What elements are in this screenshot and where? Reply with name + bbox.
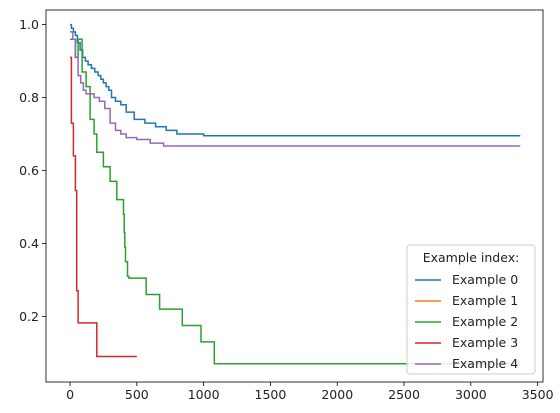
legend-label-example-3: Example 3 <box>452 335 518 350</box>
x-tick-label: 3000 <box>455 387 487 402</box>
y-tick-label: 1.0 <box>19 17 39 32</box>
x-tick-label: 0 <box>66 387 74 402</box>
x-tick-label: 1500 <box>255 387 287 402</box>
y-tick-label: 0.8 <box>19 90 39 105</box>
series-line-example-3 <box>70 56 137 358</box>
y-tick-label: 0.2 <box>19 309 39 324</box>
y-tick-label: 0.6 <box>19 163 39 178</box>
x-tick-label: 2500 <box>388 387 420 402</box>
legend-box <box>406 244 536 375</box>
legend: Example index: Example 0 Example 1 Example … <box>406 244 536 375</box>
legend-label-example-0: Example 0 <box>452 272 518 287</box>
x-tick-label: 1000 <box>188 387 220 402</box>
legend-label-example-4: Example 4 <box>452 356 518 371</box>
legend-title: Example index: <box>423 250 520 265</box>
x-tick-label: 2000 <box>321 387 353 402</box>
axes-frame <box>45 9 544 383</box>
series-layer <box>70 23 521 365</box>
series-line-example-2 <box>70 38 521 365</box>
x-tick-label: 3500 <box>522 387 554 402</box>
y-axis: 0.2 0.4 0.6 0.8 1.0 <box>19 17 46 324</box>
series-line-example-4 <box>70 31 521 147</box>
legend-label-example-2: Example 2 <box>452 314 518 329</box>
x-axis: 0 500 1000 1500 2000 2500 3000 3500 <box>66 382 554 402</box>
x-tick-label: 500 <box>125 387 149 402</box>
legend-label-example-1: Example 1 <box>452 293 518 308</box>
y-tick-label: 0.4 <box>19 236 39 251</box>
